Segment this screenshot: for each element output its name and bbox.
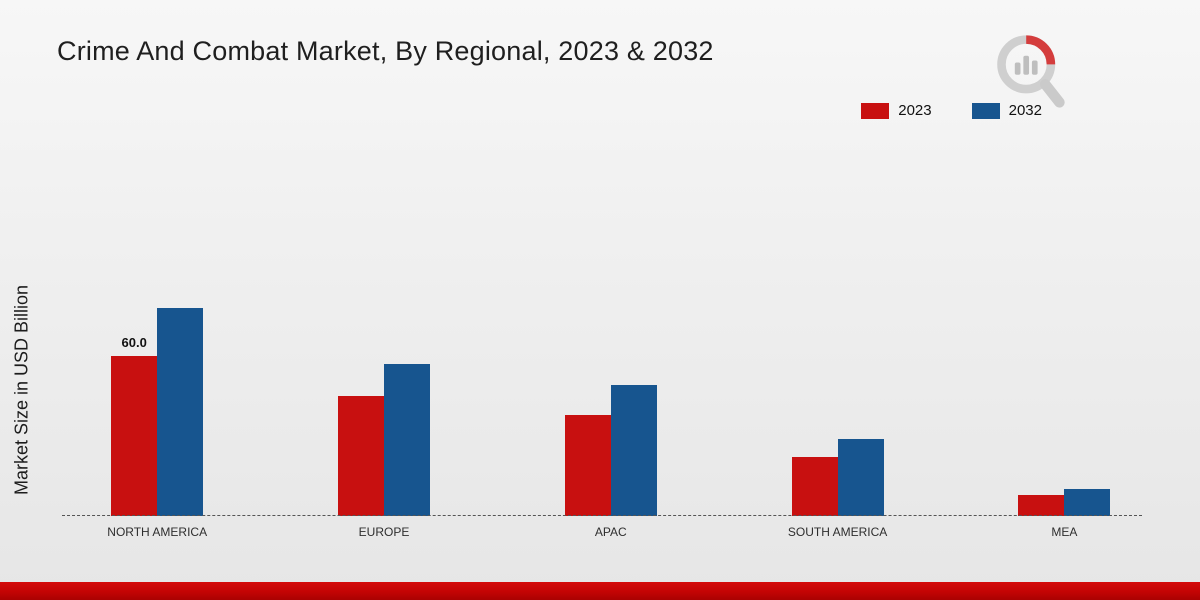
x-tick-label-north-america: NORTH AMERICA: [107, 525, 208, 539]
bar-2023-mea: [1018, 495, 1065, 516]
bar-group-south-america: [791, 439, 884, 516]
bar-2032-europe: [384, 364, 430, 516]
legend-label: 2032: [1008, 102, 1042, 119]
bar-2032-south-america: [837, 439, 884, 516]
bar-2032-north-america: [157, 308, 204, 516]
x-tick-label-mea: MEA: [1051, 525, 1078, 539]
bar-group-north-america: 60.0: [111, 308, 204, 516]
bar-2032-mea: [1064, 489, 1111, 516]
value-label-north-america-2023: 60.0: [121, 335, 147, 350]
bar-2032-apac: [610, 385, 657, 516]
legend-item-2032: 2032: [971, 102, 1042, 119]
x-tick-label-europe: EUROPE: [358, 525, 410, 539]
bar-group-apac: [564, 385, 657, 516]
legend-label: 2023: [898, 102, 932, 119]
brand-logo-icon: [992, 30, 1068, 112]
bar-group-europe: [338, 364, 430, 516]
plot-area: 60.0: [60, 276, 1140, 516]
bar-2023-north-america: 60.0: [111, 335, 158, 516]
legend-swatch-2023: [861, 102, 890, 119]
bar-group-mea: [1018, 489, 1111, 516]
legend-item-2023: 2023: [861, 102, 932, 119]
bar-2023-south-america: [791, 457, 838, 516]
x-axis-baseline: [62, 515, 1142, 516]
footer-stripe: [0, 582, 1200, 600]
chart-title: Crime And Combat Market, By Regional, 20…: [57, 36, 714, 66]
x-tick-label-south-america: SOUTH AMERICA: [787, 525, 888, 539]
bar-2023-apac: [564, 415, 611, 516]
legend: 2023 2032: [861, 102, 1042, 119]
x-tick-label-apac: APAC: [594, 525, 627, 539]
bar-2023-europe: [338, 396, 384, 516]
legend-swatch-2032: [971, 102, 1000, 119]
y-axis-label: Market Size in USD Billion: [11, 284, 32, 496]
x-axis-labels: NORTH AMERICA EUROPE APAC SOUTH AMERICA MEA: [60, 524, 1140, 568]
